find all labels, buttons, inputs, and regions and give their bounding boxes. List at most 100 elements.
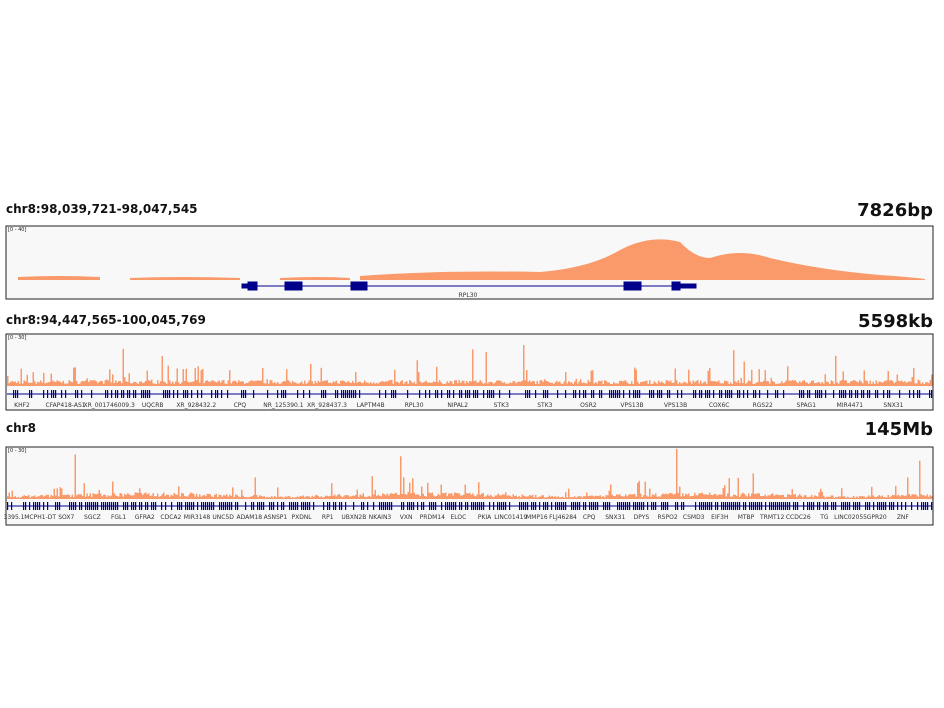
coverage-bar [302,495,304,499]
coverage-bar [464,484,466,499]
exon [17,390,19,398]
coverage-bar [778,383,780,386]
coverage-bar [722,488,724,499]
coverage-bar [458,493,460,499]
coverage-bar [611,494,613,499]
exon [59,502,61,510]
exon [93,502,95,510]
coverage-bar [811,380,813,386]
coverage-bar [128,494,130,499]
coverage-bar [118,496,120,499]
coverage-bar [440,484,442,499]
coverage-bar [106,496,108,499]
exon [465,390,467,398]
coverage-bar [554,496,556,499]
coverage-bar [80,381,82,386]
exon [201,390,203,398]
coverage-bar [515,383,517,386]
exon [523,502,525,510]
coverage-bar [40,380,42,386]
coverage-bar [185,368,187,386]
exon [677,502,679,510]
coverage-bar [454,492,456,499]
coverage-bar [34,495,36,499]
exon [231,502,233,510]
coverage-bar [662,493,664,499]
coverage-bar [493,497,495,499]
coverage-bar [365,497,367,499]
exon [803,502,805,510]
coverage-bar [475,380,477,386]
coverage-bar [139,488,141,499]
exon [813,502,815,510]
coverage-bar [185,496,187,499]
coverage-bar [515,495,517,499]
coverage-bar [55,381,57,386]
exon [81,502,83,510]
coverage-bar [604,380,606,386]
exon [105,502,107,510]
coverage-bar [430,493,432,499]
coverage-bar [83,381,85,386]
coverage-bar [887,371,889,386]
gene-label: 3395.1 [4,514,25,521]
coverage-bar [293,497,295,499]
exon [651,502,653,510]
coverage-bar [788,380,790,386]
coverage-bar [97,383,99,386]
exon [897,502,899,510]
coverage-bar [421,383,423,386]
coverage-bar [43,372,45,386]
coverage-bar [833,383,835,386]
coverage-bar [895,485,897,499]
coverage-bar [593,383,595,386]
coverage-bar [244,497,246,499]
exon [177,390,179,398]
coverage-bar [53,488,55,499]
exon [291,502,293,510]
coverage-bar [835,355,837,386]
coverage-bar [277,487,279,499]
exon [453,390,455,398]
exon [379,502,381,510]
coverage-bar [305,496,307,499]
coverage-bar [14,381,16,386]
coverage-bar [266,379,268,386]
coverage-bar [125,381,127,386]
exon [109,502,111,510]
coverage-bar [400,381,402,386]
coverage-bar [599,381,601,386]
coverage-bar [836,382,838,386]
coverage-bar [806,382,808,386]
coverage-bar [766,496,768,499]
exon [347,390,349,398]
coverage-bar [88,382,90,386]
coverage-bar [199,382,201,386]
exon [323,390,325,398]
exon [325,390,327,398]
coverage-bar [25,381,27,386]
coverage-bar [289,496,291,499]
coverage-bar [10,497,12,499]
coverage-bar [815,496,817,499]
data-range: [0 - 40] [8,227,26,233]
coverage-bar [619,494,621,499]
coverage-bar [316,494,318,499]
coverage-bar [799,494,801,499]
coverage-bar [584,496,586,499]
gene-label: ELOC [451,514,467,521]
coverage-bar [419,381,421,386]
coverage-bar [389,493,391,499]
coverage-bar [764,370,766,386]
gene-label: RP1 [322,514,334,521]
coverage-bar [370,382,372,386]
exon [165,502,167,510]
exon [505,502,507,510]
exon [521,502,523,510]
coverage-bar [247,382,249,386]
exon [913,390,915,398]
coverage-bar [242,495,244,499]
coverage-bar [677,492,679,499]
coverage-bar [568,488,570,499]
coverage-bar [323,380,325,386]
